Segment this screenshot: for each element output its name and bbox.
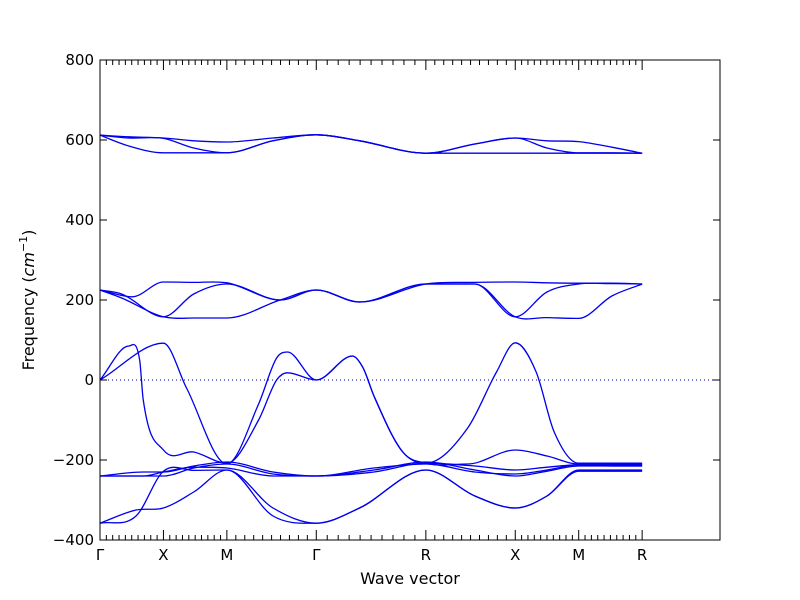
y-tick-label: 200 (65, 291, 94, 309)
y-axis-label: Frequency (cm−1) (17, 230, 38, 371)
band-line-6 (100, 283, 643, 320)
y-ticks: −400 −200 0 200 400 600 800 (53, 51, 720, 549)
y-tick-label: −200 (53, 451, 94, 469)
y-axis-label-unit: cm (19, 252, 38, 276)
y-tick-label: 0 (84, 371, 94, 389)
x-tick-label: R (421, 546, 431, 564)
y-tick-label: −400 (53, 531, 94, 549)
x-axis-label: Wave vector (360, 569, 460, 588)
x-tick-label: M (572, 546, 585, 564)
y-tick-label: 800 (65, 51, 94, 69)
x-tick-label: Γ (312, 546, 321, 564)
band-line-10 (100, 461, 643, 477)
band-line-3 (100, 134, 643, 154)
band-line-7 (100, 342, 643, 464)
series-layer (100, 134, 643, 524)
y-axis-label-main: Frequency ( (19, 276, 38, 370)
band-line-8 (100, 342, 643, 466)
y-tick-label: 400 (65, 211, 94, 229)
band-line-13 (100, 466, 643, 524)
band-line-12 (100, 469, 643, 524)
x-tick-label: X (510, 546, 520, 564)
x-tick-label: Γ (96, 546, 105, 564)
x-tick-label: M (220, 546, 233, 564)
band-line-2 (100, 134, 643, 154)
y-axis-label-close: ) (19, 230, 38, 236)
y-tick-label: 600 (65, 131, 94, 149)
band-line-4 (100, 281, 643, 303)
y-axis-label-exponent: −1 (17, 236, 30, 252)
x-tick-label: X (158, 546, 168, 564)
band-line-11 (100, 463, 643, 477)
x-tick-label: R (637, 546, 647, 564)
